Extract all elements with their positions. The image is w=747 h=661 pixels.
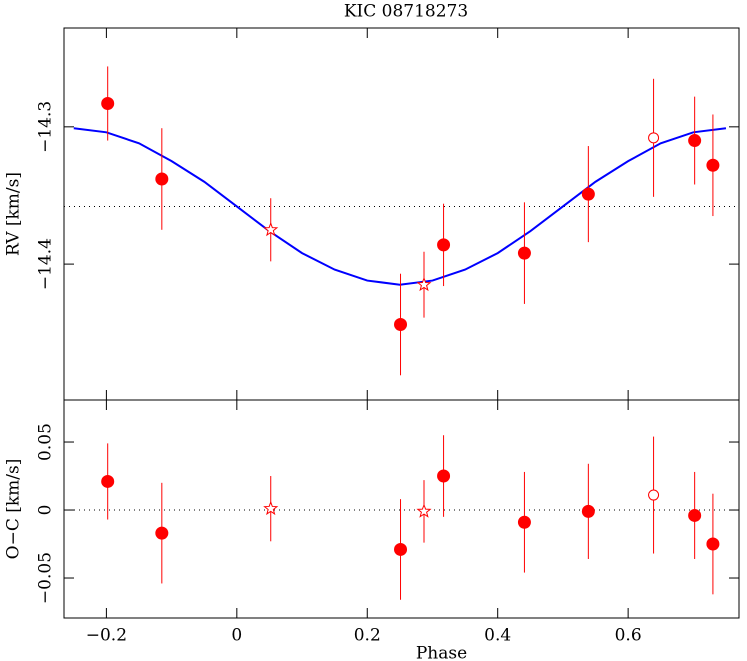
data-point — [394, 542, 408, 556]
data-point — [517, 515, 531, 529]
x-tick-label: 0.6 — [615, 626, 642, 646]
data-point — [688, 134, 702, 148]
y-tick-label: −0.05 — [36, 552, 56, 604]
data-point — [688, 508, 702, 522]
data-point — [416, 503, 432, 518]
x-axis-label: Phase — [416, 644, 467, 661]
y-axis-label: O−C [km/s] — [4, 459, 24, 560]
data-point — [648, 132, 660, 144]
data-point — [263, 500, 279, 516]
x-tick-label: 0 — [231, 626, 242, 646]
data-point — [706, 537, 720, 551]
y-tick-label: 0 — [36, 505, 56, 516]
plot-frame — [63, 27, 740, 401]
plot-frame — [63, 399, 740, 619]
data-point — [101, 96, 115, 110]
data-point — [517, 246, 531, 260]
data-point — [581, 504, 595, 518]
data-point — [706, 158, 720, 172]
data-point — [437, 238, 451, 252]
y-tick-label: −14.3 — [36, 101, 56, 153]
data-point — [416, 276, 432, 292]
data-point — [263, 221, 279, 237]
x-tick-label: 0.2 — [354, 626, 381, 646]
y-tick-label: −14.4 — [36, 238, 56, 290]
data-point — [101, 474, 115, 488]
model-curve — [73, 127, 727, 286]
data-point — [155, 526, 169, 540]
data-point — [581, 187, 595, 201]
data-point — [394, 318, 408, 332]
x-tick-label: −0.2 — [86, 626, 127, 646]
data-point — [648, 489, 660, 501]
data-point — [437, 469, 451, 483]
x-tick-label: 0.4 — [484, 626, 511, 646]
y-axis-label: RV [km/s] — [4, 172, 24, 256]
chart-title: KIC 08718273 — [344, 2, 468, 22]
data-point — [155, 172, 169, 186]
y-tick-label: 0.05 — [36, 423, 56, 461]
